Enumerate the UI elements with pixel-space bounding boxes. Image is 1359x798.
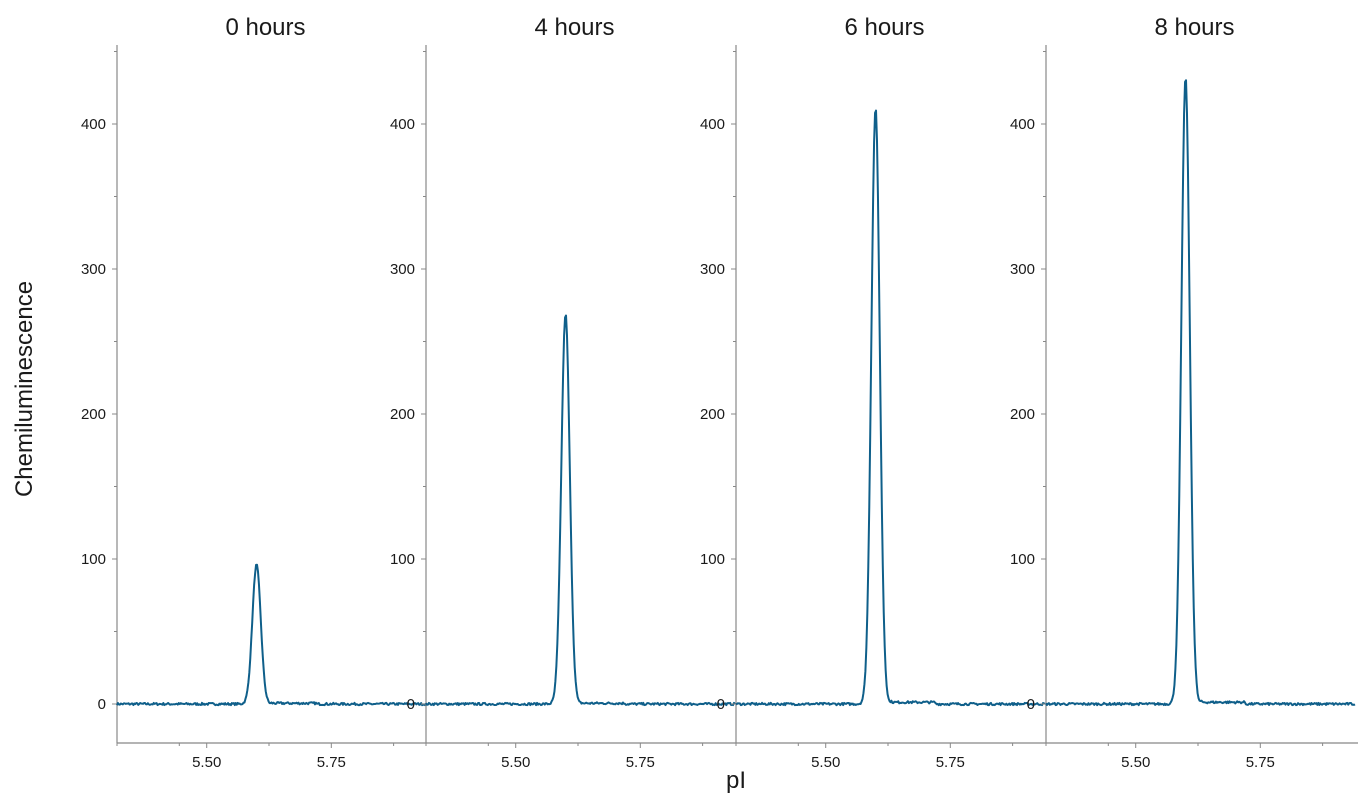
y-tick-label: 0 [1027, 696, 1035, 713]
panel-2: 6 hours 0 100 200 300 400 5.50 5.75 [700, 14, 1046, 771]
y-tick-label: 200 [390, 406, 415, 423]
series-trace [116, 563, 427, 707]
series-trace [425, 314, 736, 707]
panel-title: 8 hours [1154, 14, 1234, 41]
x-tick-label: 5.50 [811, 754, 840, 771]
y-tick-label: 300 [700, 261, 725, 278]
panel-title: 4 hours [534, 14, 614, 41]
y-tick-label: 200 [700, 406, 725, 423]
y-tick-label: 400 [700, 116, 725, 133]
x-tick-label: 5.50 [192, 754, 221, 771]
panel-title: 6 hours [844, 14, 924, 41]
y-tick-label: 0 [717, 696, 725, 713]
y-tick-label: 100 [700, 551, 725, 568]
y-tick-label: 100 [1010, 551, 1035, 568]
y-tick-label: 100 [81, 551, 106, 568]
x-tick-label: 5.75 [317, 754, 346, 771]
y-tick-label: 100 [390, 551, 415, 568]
x-tick-label: 5.75 [936, 754, 965, 771]
panels: 0 hours 0 100 200 300 400 5.50 5.75 4 hours 0 100 2… [81, 14, 1358, 771]
x-tick-label: 5.50 [501, 754, 530, 771]
y-tick-label: 300 [81, 261, 106, 278]
y-tick-label: 400 [1010, 116, 1035, 133]
y-tick-label: 400 [81, 116, 106, 133]
x-tick-label: 5.75 [626, 754, 655, 771]
y-tick-label: 300 [390, 261, 415, 278]
x-tick-label: 5.50 [1121, 754, 1150, 771]
panel-3: 8 hours 0 100 200 300 400 5.50 5.75 [1010, 14, 1356, 771]
series-trace [1045, 79, 1356, 707]
y-axis-title: Chemiluminescence [11, 281, 38, 497]
y-tick-label: 300 [1010, 261, 1035, 278]
x-axis-title: pI [726, 767, 746, 794]
series-trace [735, 109, 1046, 707]
y-tick-label: 0 [407, 696, 415, 713]
x-tick-label: 5.75 [1246, 754, 1275, 771]
y-tick-label: 400 [390, 116, 415, 133]
panel-1: 4 hours 0 100 200 300 400 5.50 5.75 [390, 14, 736, 771]
y-tick-label: 0 [98, 696, 106, 713]
y-tick-label: 200 [1010, 406, 1035, 423]
panel-title: 0 hours [225, 14, 305, 41]
y-tick-label: 200 [81, 406, 106, 423]
panel-0: 0 hours 0 100 200 300 400 5.50 5.75 [81, 14, 427, 771]
